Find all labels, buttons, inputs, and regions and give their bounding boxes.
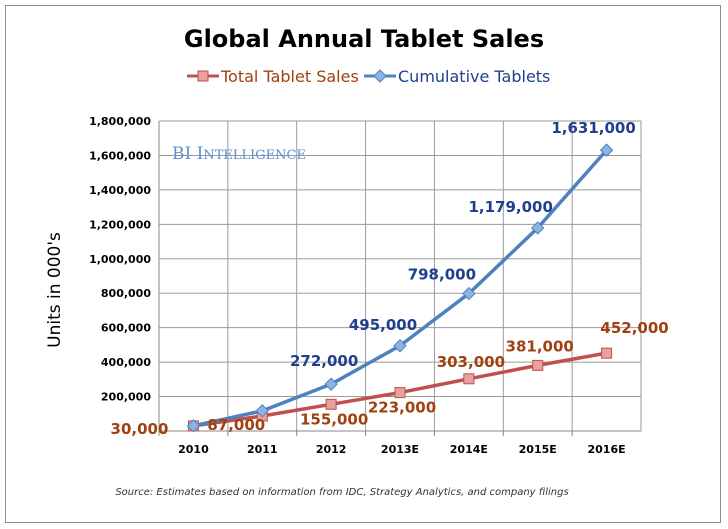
source-note: Source: Estimates based on information f… [115,487,568,498]
data-point-cumulative [186,419,201,433]
data-point-total-sales [601,347,613,359]
data-point-cumulative [462,286,476,301]
data-point-total-sales [394,387,406,399]
legend-label-total-sales: Total Tablet Sales [220,67,359,86]
legend-label-cumulative: Cumulative Tablets [398,67,550,86]
y-tick-label: 600,000 [101,322,151,335]
chart-title: Global Annual Tablet Sales [184,25,544,53]
x-tick-label: 2011 [247,443,278,456]
y-tick-label: 1,400,000 [89,184,151,197]
data-point-total-sales [532,359,544,371]
data-point-cumulative [324,377,338,391]
legend-marker-total-sales [197,70,209,82]
x-tick-label: 2010 [178,443,209,456]
data-label-cumulative: 272,000 [290,352,358,370]
data-label-total-sales: 87,000 [207,416,265,434]
data-label-cumulative: 1,631,000 [551,119,635,137]
bi-intelligence-watermark: BI INTELLIGENCE [172,144,306,164]
data-point-cumulative [393,339,407,353]
x-tick-label: 2015E [519,443,557,456]
y-tick-label: 1,600,000 [89,149,151,162]
y-axis-label: Units in 000's [45,232,65,348]
data-point-total-sales [325,398,337,410]
data-point-cumulative [531,221,545,235]
y-tick-label: 1,200,000 [89,218,151,231]
x-tick-label: 2014E [450,443,488,456]
x-tick-label: 2016E [588,443,626,456]
legend-item-total-sales: Total Tablet Sales [187,67,359,86]
data-point-total-sales [463,373,475,385]
legend-marker-cumulative [373,69,387,83]
x-tick-label: 2012 [316,443,347,456]
y-tick-label: 200,000 [101,391,151,404]
data-label-cumulative: 798,000 [408,266,476,284]
series-line-cumulative [193,148,608,428]
plot-area: 200,000 400,000 600,000 800,000 1,000,000 1,2… [89,115,669,456]
data-label-total-sales: 223,000 [368,399,436,417]
data-label-cumulative: 495,000 [349,316,417,334]
y-tick-label: 1,000,000 [89,253,151,266]
data-label-total-sales: 30,000 [111,420,169,438]
data-point-cumulative [599,143,614,157]
legend: Total Tablet Sales Cumulative Tablets [187,67,550,86]
data-label-total-sales: 452,000 [600,319,668,337]
data-label-total-sales: 303,000 [437,353,505,371]
legend-item-cumulative: Cumulative Tablets [364,67,550,86]
data-label-cumulative: 1,179,000 [468,198,552,216]
y-tick-label: 800,000 [101,287,151,300]
data-label-total-sales: 155,000 [300,410,368,428]
data-label-total-sales: 381,000 [506,337,574,355]
y-tick-label: 400,000 [101,356,151,369]
y-tick-label: 1,800,000 [89,115,151,128]
data-point-cumulative [255,404,269,418]
chart-frame [5,5,721,523]
x-tick-label: 2013E [381,443,419,456]
